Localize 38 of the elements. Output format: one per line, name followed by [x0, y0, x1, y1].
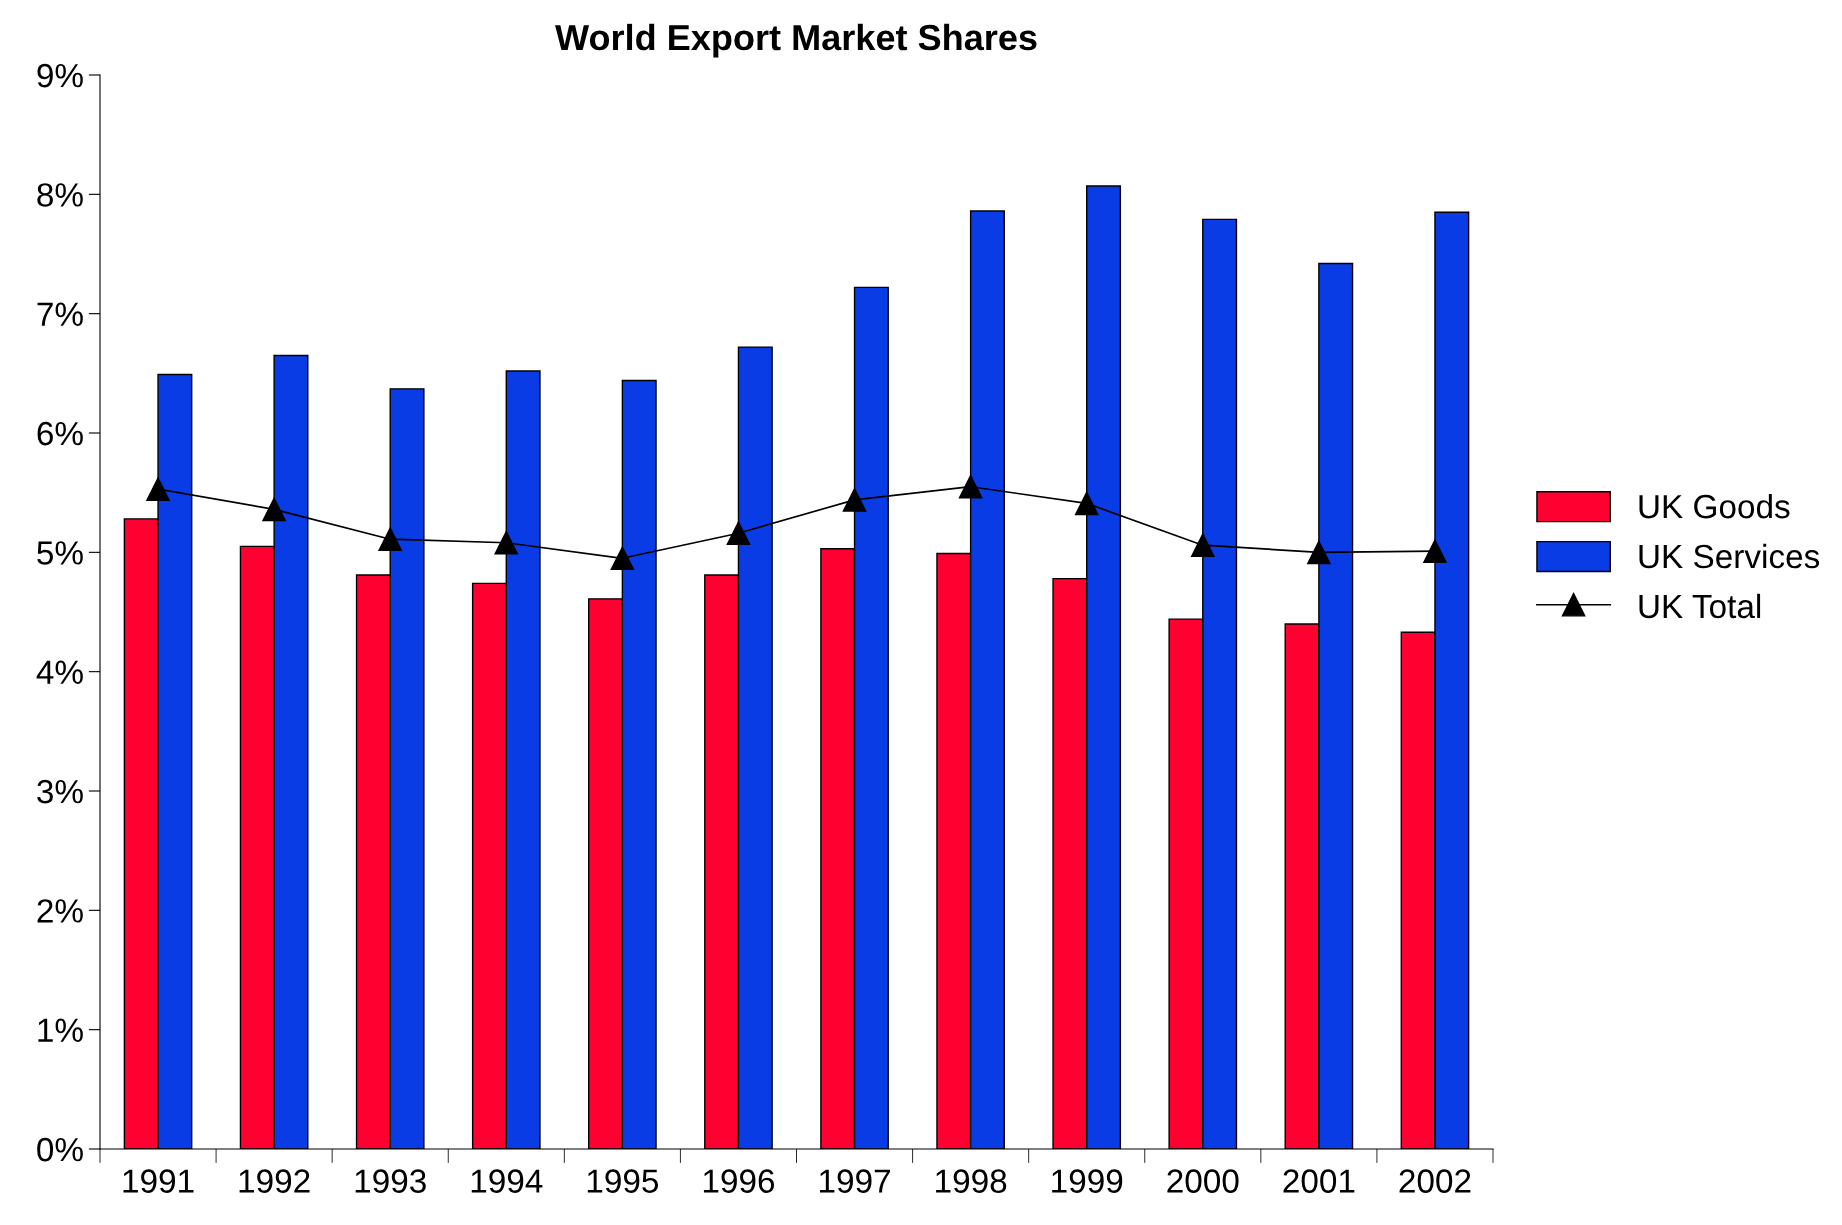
point: [610, 546, 635, 571]
chart-title: World Export Market Shares: [555, 23, 1037, 58]
legend-label: UK Services: [1639, 543, 1820, 569]
y-tick-label: 2%: [37, 899, 83, 923]
legend-label: UK Goods: [1639, 493, 1790, 519]
x-tick-label: 1997: [820, 1169, 890, 1193]
y-tick-label: 5%: [37, 541, 83, 565]
legend-label: UK Total: [1639, 593, 1761, 619]
x-tick-label: 1994: [471, 1169, 543, 1193]
point: [1307, 540, 1331, 565]
x-tick-label: 1991: [123, 1169, 194, 1193]
point: [842, 488, 867, 512]
y-tick-label: 4%: [36, 660, 83, 684]
point: [958, 474, 983, 499]
x-tick-label: 1998: [936, 1169, 1007, 1193]
point: [1074, 491, 1099, 516]
x-tick-label: 1992: [239, 1169, 310, 1193]
point: [1190, 533, 1215, 557]
point: [146, 477, 170, 501]
point: [494, 530, 519, 555]
y-tick-label: 9%: [37, 63, 83, 88]
x-tick-label: 2000: [1167, 1169, 1239, 1193]
x-tick-label: 1996: [703, 1169, 775, 1193]
point: [726, 521, 751, 546]
y-tick-label: 6%: [37, 421, 83, 446]
x-tick-label: 1995: [587, 1169, 659, 1193]
y-tick-label: 7%: [37, 302, 83, 326]
y-tick-label: 3%: [37, 779, 83, 804]
point: [262, 497, 286, 522]
x-tick-label: 2002: [1399, 1169, 1471, 1193]
point: [378, 527, 403, 552]
y-tick-label: 0%: [37, 1137, 83, 1162]
y-tick-label: 8%: [37, 183, 83, 207]
point: [1423, 539, 1447, 563]
x-tick-label: 2001: [1283, 1169, 1355, 1193]
y-tick-label: 1%: [38, 1018, 83, 1042]
x-tick-label: 1993: [355, 1169, 426, 1193]
x-tick-label: 1999: [1052, 1169, 1123, 1193]
